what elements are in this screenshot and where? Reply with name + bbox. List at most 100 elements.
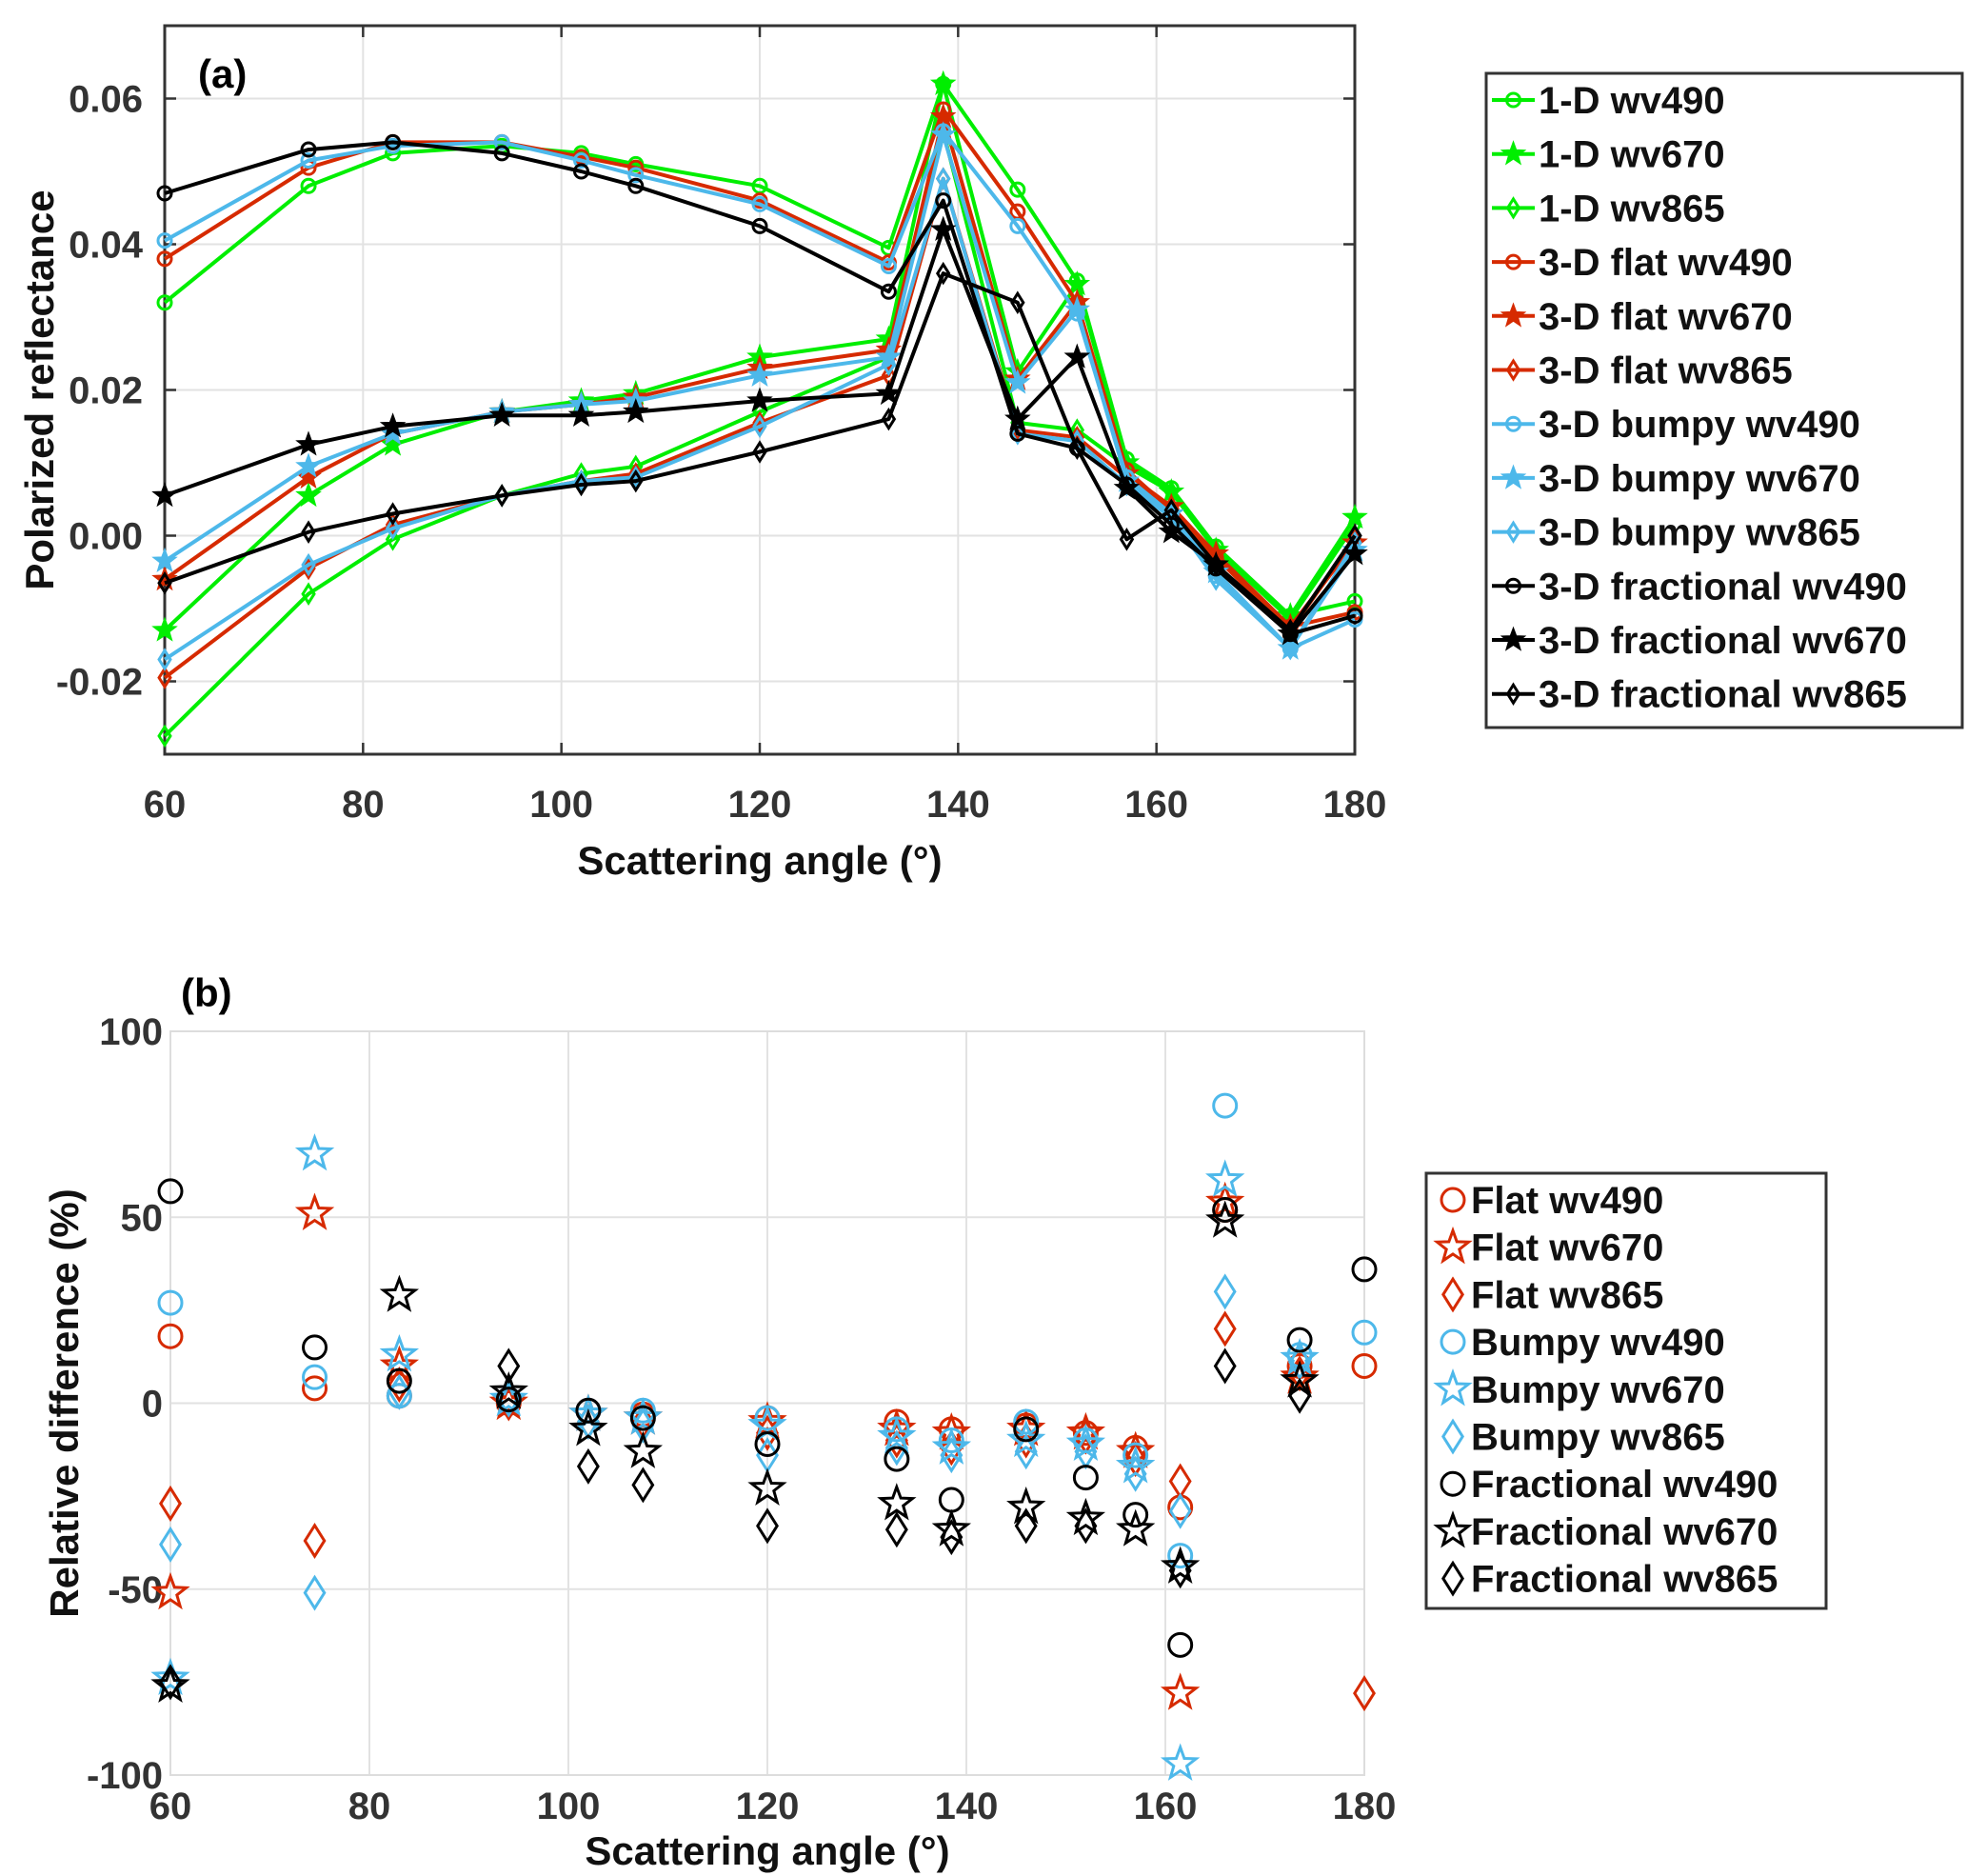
panel-a-chart: 60 80 100 120 140 160 180 -0.02 0.00 0.02 0.04 0.06… xyxy=(17,24,1964,883)
data-point xyxy=(156,185,173,202)
data-point xyxy=(379,1333,420,1372)
legend-label: 3-D flat wv490 xyxy=(1539,242,1793,284)
data-point xyxy=(567,401,595,427)
series-bumpy-wv865 xyxy=(159,1273,1312,1611)
data-point xyxy=(488,1378,528,1417)
legend-marker xyxy=(1505,358,1521,382)
data-point xyxy=(1168,1552,1192,1589)
data-point xyxy=(573,469,589,493)
legend-label: Fractional wv490 xyxy=(1471,1464,1778,1506)
data-point xyxy=(1163,498,1180,522)
data-point xyxy=(157,648,172,671)
data-point xyxy=(156,294,173,311)
legend-item-bumpy-wv490: Bumpy wv490 xyxy=(1440,1322,1725,1364)
data-point xyxy=(150,1571,190,1610)
data-point xyxy=(1282,618,1299,643)
data-point xyxy=(752,440,767,464)
data-point xyxy=(385,133,402,150)
data-point xyxy=(151,481,178,508)
data-point xyxy=(1013,1408,1040,1435)
data-point xyxy=(940,1437,964,1474)
y-tick-label: -0.02 xyxy=(56,662,143,704)
data-point xyxy=(929,215,957,241)
data-point xyxy=(1213,1273,1237,1310)
data-point xyxy=(1014,1507,1038,1545)
x-tick-label: 160 xyxy=(1124,784,1188,826)
legend-item-bumpy-wv670: Bumpy wv670 xyxy=(1433,1367,1725,1411)
data-point xyxy=(157,1289,184,1316)
data-point xyxy=(295,452,322,478)
series-bumpy-wv670 xyxy=(150,1133,1320,1781)
legend-item-3-d-bumpy-wv865: 3-D bumpy wv865 xyxy=(1492,512,1860,554)
legend-label: 1-D wv670 xyxy=(1539,134,1725,176)
legend-marker xyxy=(1433,1367,1473,1407)
data-point xyxy=(156,250,173,268)
y-tick-label: 100 xyxy=(99,1011,163,1053)
data-point xyxy=(1123,1442,1149,1468)
panel-a-ticks: 60 80 100 120 140 160 180 -0.02 0.00 0.02 0.04 0.06 xyxy=(56,26,1386,826)
data-point xyxy=(1167,1631,1194,1658)
legend-item-3-d-fractional-wv865: 3-D fractional wv865 xyxy=(1492,674,1907,716)
data-point xyxy=(1004,405,1031,430)
x-tick-label: 120 xyxy=(736,1786,800,1827)
legend-marker xyxy=(1500,302,1527,328)
series-fractional-wv865 xyxy=(159,1347,1312,1701)
data-point xyxy=(1346,608,1363,625)
legend-marker xyxy=(1505,577,1521,594)
data-point xyxy=(751,217,768,234)
data-point xyxy=(302,1375,328,1402)
y-tick-label: 50 xyxy=(121,1197,164,1239)
panel-b-series xyxy=(150,1092,1378,1781)
legend-item-3-d-bumpy-wv670: 3-D bumpy wv670 xyxy=(1492,458,1860,500)
data-point xyxy=(884,1429,908,1467)
data-point xyxy=(385,512,401,537)
x-tick-label: 100 xyxy=(529,784,593,826)
data-point xyxy=(623,1397,664,1435)
data-point xyxy=(157,1323,184,1349)
legend-marker xyxy=(1440,1470,1466,1497)
data-point xyxy=(1013,1416,1040,1443)
data-point xyxy=(880,283,897,300)
legend-item-3-d-fractional-wv490: 3-D fractional wv490 xyxy=(1492,566,1907,608)
data-point xyxy=(159,1485,182,1522)
data-point xyxy=(1065,1411,1106,1450)
data-point xyxy=(935,167,951,190)
data-point xyxy=(629,1405,656,1431)
legend-label: Fractional wv670 xyxy=(1471,1511,1778,1553)
legend-marker xyxy=(1433,1226,1473,1265)
legend-marker xyxy=(1505,520,1521,544)
data-point xyxy=(1072,1465,1099,1491)
legend-label: 3-D flat wv670 xyxy=(1539,296,1793,338)
series-fractional-wv490 xyxy=(157,1178,1378,1658)
legend-item-fractional-wv670: Fractional wv670 xyxy=(1433,1510,1778,1553)
legend-label: 3-D fractional wv865 xyxy=(1539,674,1907,716)
data-point xyxy=(159,1526,182,1563)
data-point xyxy=(300,152,317,170)
data-point xyxy=(631,1407,655,1444)
data-point xyxy=(151,547,178,572)
data-point xyxy=(628,466,644,489)
data-point xyxy=(294,1192,335,1230)
data-point xyxy=(387,1373,411,1410)
data-point xyxy=(568,1407,608,1447)
data-point xyxy=(1205,1200,1245,1238)
legend-marker xyxy=(1500,464,1527,489)
legend-marker xyxy=(1505,682,1521,706)
panel-a-series xyxy=(151,70,1368,748)
legend-marker xyxy=(1505,91,1521,109)
legend-label: Flat wv490 xyxy=(1471,1180,1663,1222)
data-point xyxy=(875,379,903,406)
data-point xyxy=(623,1430,664,1468)
legend-label: 3-D bumpy wv865 xyxy=(1539,512,1860,554)
data-point xyxy=(1006,1419,1046,1458)
data-point xyxy=(938,1487,964,1513)
data-point xyxy=(303,1574,327,1611)
data-point xyxy=(151,616,178,642)
y-tick-label: -50 xyxy=(108,1569,163,1611)
data-point xyxy=(1160,1743,1201,1781)
data-point xyxy=(295,481,322,508)
data-point xyxy=(157,570,172,595)
legend-label: 3-D bumpy wv490 xyxy=(1539,404,1860,446)
panel-b-plot-frame xyxy=(169,1030,1365,1776)
data-point xyxy=(1158,518,1185,544)
